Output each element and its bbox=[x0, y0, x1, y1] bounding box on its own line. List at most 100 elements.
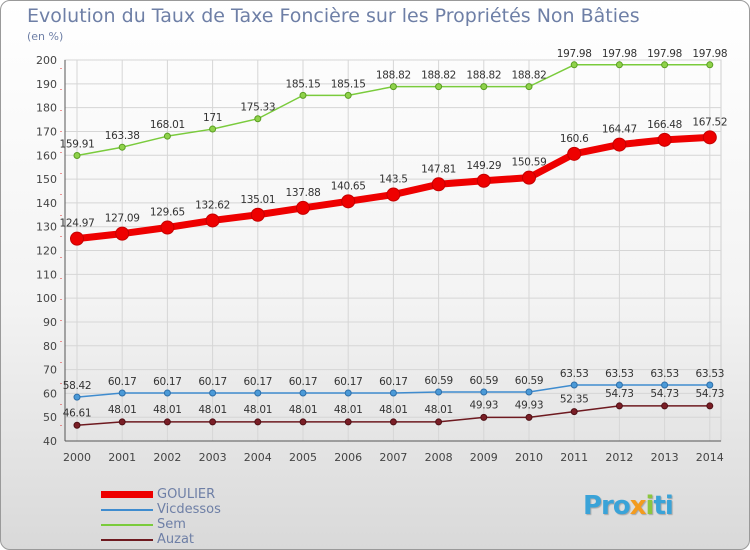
data-label-vicdessos: 63.53 bbox=[560, 368, 589, 380]
data-point-vicdessos bbox=[73, 393, 81, 401]
data-point-sem bbox=[480, 83, 488, 91]
data-point-auzat bbox=[661, 402, 669, 410]
x-tick-label: 2010 bbox=[515, 451, 543, 464]
data-point-auzat bbox=[209, 418, 217, 426]
data-point-goulier bbox=[657, 132, 672, 147]
legend-item: Vicdessos bbox=[101, 502, 221, 517]
data-point-vicdessos bbox=[706, 381, 714, 389]
y-tick-label: 150 bbox=[36, 173, 57, 186]
series-layer bbox=[70, 61, 717, 429]
data-point-vicdessos bbox=[118, 389, 126, 397]
data-label-goulier: 137.88 bbox=[286, 187, 321, 199]
y-tick-label: 170 bbox=[36, 125, 57, 138]
data-label-vicdessos: 58.42 bbox=[63, 380, 92, 392]
data-point-sem bbox=[389, 83, 397, 91]
x-tick-label: 2004 bbox=[244, 451, 272, 464]
data-point-sem bbox=[570, 61, 578, 69]
data-label-sem: 185.15 bbox=[331, 78, 366, 90]
data-label-sem: 188.82 bbox=[421, 70, 456, 82]
data-label-auzat: 48.01 bbox=[108, 404, 137, 416]
data-point-sem bbox=[615, 61, 623, 69]
data-label-goulier: 129.65 bbox=[150, 207, 185, 219]
data-point-vicdessos bbox=[615, 381, 623, 389]
x-tick-label: 2014 bbox=[696, 451, 724, 464]
data-label-vicdessos: 60.17 bbox=[153, 376, 182, 388]
data-label-sem: 197.98 bbox=[647, 48, 682, 60]
data-label-goulier: 135.01 bbox=[240, 194, 275, 206]
data-label-sem: 175.33 bbox=[240, 102, 275, 114]
y-tick-label: 50 bbox=[43, 411, 57, 424]
proxiti-logo: Proxiti bbox=[583, 491, 674, 521]
x-tick-label: 2011 bbox=[560, 451, 588, 464]
data-label-goulier: 150.59 bbox=[512, 157, 547, 169]
data-label-auzat: 48.01 bbox=[153, 404, 182, 416]
data-point-sem bbox=[525, 83, 533, 91]
data-label-auzat: 49.93 bbox=[470, 399, 499, 411]
data-label-auzat: 54.73 bbox=[650, 388, 679, 400]
data-point-auzat bbox=[525, 413, 533, 421]
data-point-goulier bbox=[341, 194, 356, 209]
legend-swatch bbox=[101, 523, 153, 526]
legend-label: Auzat bbox=[157, 531, 195, 547]
data-label-sem: 188.82 bbox=[466, 70, 501, 82]
legend-label: Vicdessos bbox=[157, 501, 221, 517]
y-tick-label: 100 bbox=[36, 292, 57, 305]
data-label-sem: 188.82 bbox=[512, 70, 547, 82]
data-label-sem: 197.98 bbox=[602, 48, 637, 60]
logo-part: x bbox=[629, 491, 647, 521]
x-tick-label: 2002 bbox=[153, 451, 181, 464]
x-tick-label: 2001 bbox=[108, 451, 136, 464]
data-point-sem bbox=[299, 91, 307, 99]
data-point-auzat bbox=[706, 402, 714, 410]
x-tick-label: 2008 bbox=[425, 451, 453, 464]
data-label-goulier: 140.65 bbox=[331, 180, 366, 192]
data-label-sem: 163.38 bbox=[105, 130, 140, 142]
y-tick-label: 130 bbox=[36, 221, 57, 234]
data-point-sem bbox=[163, 132, 171, 140]
x-tick-label: 2003 bbox=[199, 451, 227, 464]
data-point-auzat bbox=[118, 418, 126, 426]
legend-swatch bbox=[101, 491, 153, 498]
data-label-goulier: 127.09 bbox=[105, 213, 140, 225]
data-point-auzat bbox=[389, 418, 397, 426]
x-tick-label: 2009 bbox=[470, 451, 498, 464]
data-label-vicdessos: 63.53 bbox=[696, 368, 725, 380]
data-point-goulier bbox=[476, 173, 491, 188]
data-label-vicdessos: 60.17 bbox=[244, 376, 273, 388]
data-point-goulier bbox=[522, 170, 536, 185]
legend-item: GOULIER bbox=[101, 487, 221, 502]
data-label-goulier: 124.97 bbox=[60, 218, 95, 230]
data-label-goulier: 160.6 bbox=[560, 133, 589, 145]
data-point-goulier bbox=[386, 187, 401, 202]
y-tick-label: 190 bbox=[36, 78, 57, 91]
data-point-goulier bbox=[612, 137, 627, 152]
data-label-sem: 171 bbox=[203, 112, 222, 124]
data-label-auzat: 48.01 bbox=[424, 404, 453, 416]
legend-label: Sem bbox=[157, 516, 186, 532]
data-point-vicdessos bbox=[209, 389, 217, 397]
data-label-auzat: 49.93 bbox=[515, 399, 544, 411]
x-tick-label: 2012 bbox=[605, 451, 633, 464]
data-point-sem bbox=[254, 115, 262, 123]
logo-part: Pro bbox=[583, 491, 631, 521]
data-point-goulier bbox=[702, 130, 717, 145]
data-point-vicdessos bbox=[389, 389, 397, 397]
legend-swatch bbox=[101, 538, 153, 541]
data-label-auzat: 46.61 bbox=[63, 407, 92, 419]
data-point-goulier bbox=[70, 231, 84, 246]
data-point-auzat bbox=[344, 418, 352, 426]
data-label-auzat: 54.73 bbox=[696, 388, 725, 400]
data-label-vicdessos: 60.17 bbox=[334, 376, 363, 388]
data-point-auzat bbox=[435, 418, 443, 426]
data-point-vicdessos bbox=[163, 389, 171, 397]
y-tick-label: 110 bbox=[36, 268, 57, 281]
data-point-sem bbox=[344, 91, 352, 99]
data-point-sem bbox=[73, 151, 81, 159]
legend: GOULIER Vicdessos Sem Auzat bbox=[101, 487, 221, 547]
data-label-vicdessos: 60.59 bbox=[470, 375, 499, 387]
axis-layer: 40 50 60 70 80 90 100 110 120 130 140 150 160 170 180 1… bbox=[36, 54, 724, 464]
chart-subtitle: (en %) bbox=[27, 30, 64, 43]
data-point-goulier bbox=[250, 207, 265, 222]
data-label-vicdessos: 60.59 bbox=[424, 375, 453, 387]
data-point-goulier bbox=[431, 177, 446, 192]
